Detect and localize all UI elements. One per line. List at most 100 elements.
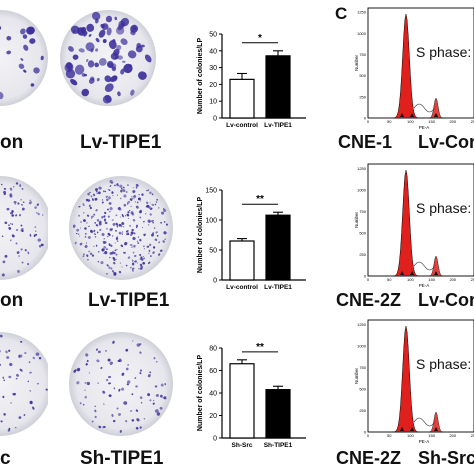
flow-label-row1-treatment: Lv-Cor (418, 132, 474, 152)
flow-y-tick: 1250 (357, 322, 367, 327)
y-tick-label: 0 (213, 278, 217, 285)
y-tick-label: 80 (209, 346, 217, 353)
flow-y-tick: 500 (359, 386, 366, 391)
significance-label: * (258, 33, 262, 44)
dish-label-row2-left: on (0, 290, 24, 311)
flow-y-tick: 1250 (357, 10, 367, 15)
flow-x-tick: 100 (407, 119, 414, 124)
plot-frame (367, 319, 474, 433)
flow-y-tick: 0 (364, 116, 367, 121)
g2-peak (428, 97, 444, 119)
flow-label-row2-treatment: Lv-Cor (418, 290, 474, 310)
flow-x-tick: 250 (471, 277, 474, 282)
g2-peak (428, 255, 444, 277)
flow-y-tick: 500 (359, 230, 366, 235)
g1-peak (392, 169, 420, 277)
flow-label-row1-cell: CNE-1 (338, 132, 393, 152)
flow-histogram-row2: 025050075010001250Number050100150200250P… (354, 163, 474, 288)
flow-x-tick: 100 (407, 277, 414, 282)
y-tick-label: 20 (209, 413, 217, 420)
s-phase-curve (413, 261, 437, 271)
bar (265, 55, 291, 119)
flow-label-row3-treatment: Sh-Src (418, 448, 474, 468)
dish-row3-left (0, 332, 48, 436)
flow-y-label: Number (354, 368, 359, 385)
s-phase-row2: S phase: 2 (416, 200, 474, 216)
flow-x-tick: 200 (449, 433, 456, 438)
flow-x-tick: 250 (471, 119, 474, 124)
dish-label-row3-right: Sh-TIPE1 (80, 448, 164, 469)
flow-y-label: Number (354, 55, 359, 72)
gate-marker (410, 427, 414, 431)
dish-label-row2-right: Lv-TIPE1 (88, 290, 170, 311)
category-label: Lv-TIPE1 (264, 284, 292, 291)
dish-row3-right (69, 332, 173, 436)
y-tick-label: 50 (209, 248, 217, 255)
flow-x-tick: 150 (428, 433, 435, 438)
bar-chart-row1: 0 10 20 30 40 50 Number of colonies/LP Lv-contr… (197, 32, 306, 129)
g1-peak (392, 13, 420, 119)
significance-label: ** (256, 194, 264, 205)
category-label: Sh-Src (232, 442, 253, 449)
bar (229, 363, 255, 439)
y-tick-label: 40 (209, 48, 217, 55)
bar-chart-row3: 0 20 40 60 80 Number of colonies/LP Sh-Src Sh-T… (197, 342, 306, 449)
y-tick-label: 40 (209, 391, 217, 398)
y-tick-label: 150 (205, 188, 217, 195)
s-phase-curve (413, 103, 437, 113)
category-label: Lv-control (226, 122, 258, 129)
s-phase-row1: S phase: 2 (416, 44, 474, 60)
y-tick-label: 100 (205, 218, 217, 225)
y-axis-label: Number of colonies/LP (197, 355, 204, 432)
g2-peak (428, 411, 444, 433)
category-label: Sh-TIPE1 (264, 442, 293, 449)
flow-y-tick: 1000 (357, 343, 367, 348)
gate-marker (410, 113, 414, 117)
flow-y-tick: 250 (359, 94, 366, 99)
flow-y-tick: 0 (364, 430, 367, 435)
dish-row1-right (60, 10, 156, 106)
flow-histogram-row1: 025050075010001250Number050100150200250P… (354, 7, 474, 130)
flow-x-tick: 0 (367, 119, 370, 124)
flow-x-tick: 0 (367, 277, 370, 282)
flow-y-label: Number (354, 212, 359, 229)
plot-frame (367, 7, 474, 119)
y-tick-label: 50 (209, 32, 217, 39)
flow-x-tick: 0 (367, 433, 370, 438)
y-tick-label: 60 (209, 368, 217, 375)
y-tick-label: 10 (209, 99, 217, 106)
flow-label-row2-cell: CNE-2Z (336, 290, 402, 310)
s-phase-curve (413, 417, 437, 427)
g1-peak (392, 325, 420, 433)
dish-row2-left (0, 176, 48, 280)
gate-marker (400, 113, 404, 117)
flow-y-tick: 1000 (357, 31, 367, 36)
gate-marker (400, 271, 404, 275)
dish-label-row1-left: on (0, 132, 24, 153)
gate-marker (410, 271, 414, 275)
gate-marker (400, 427, 404, 431)
flow-y-tick: 500 (359, 73, 366, 78)
dish-label-row3-left: c (0, 448, 11, 469)
y-tick-label: 0 (213, 436, 217, 443)
s-phase-row3: S phase: 25 (416, 356, 474, 372)
flow-x-tick: 50 (387, 433, 392, 438)
gate-marker (434, 113, 438, 117)
panel-letter: C (335, 4, 348, 23)
bar (229, 78, 255, 119)
flow-y-tick: 750 (359, 365, 366, 370)
gate-marker (434, 271, 438, 275)
dish-row1-left (0, 10, 48, 106)
flow-y-tick: 250 (359, 252, 366, 257)
dish-label-row1-right: Lv-TIPE1 (80, 132, 162, 153)
y-axis-label: Number of colonies/LP (197, 38, 204, 115)
flow-x-tick: 150 (428, 277, 435, 282)
plot-frame (367, 163, 474, 277)
flow-x-label: PE-A (419, 283, 430, 288)
flow-x-tick: 50 (387, 277, 392, 282)
flow-y-tick: 1000 (357, 187, 367, 192)
y-tick-label: 20 (209, 82, 217, 89)
flow-histogram-row3: 025050075010001250Number050100150200250P… (354, 319, 474, 444)
